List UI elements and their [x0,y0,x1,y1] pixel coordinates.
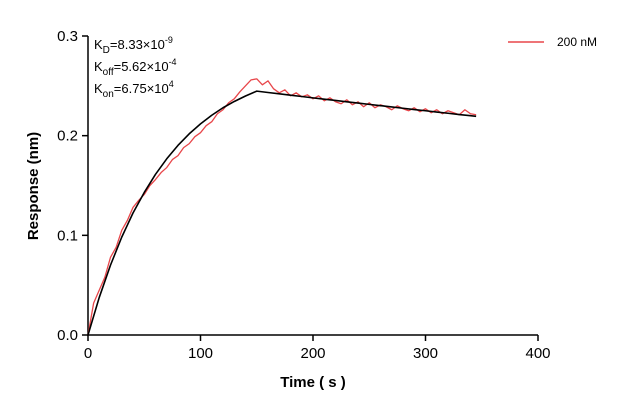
annotation: KD=8.33×10-9 [94,35,173,56]
x-tick-label: 400 [525,345,550,362]
annotation-text: =5.62×10 [114,59,169,74]
series-line [87,78,477,336]
annotation-symbol: K [94,37,103,52]
annotation-subscript: D [103,45,110,56]
y-tick-label: 0.0 [57,327,78,344]
series-line [87,90,477,336]
annotation-text: =6.75×10 [114,81,169,96]
y-axis-title: Response (nm) [25,132,42,240]
annotation-subscript: on [103,89,114,100]
annotation-symbol: K [94,59,103,74]
annotation: Kon=6.75×104 [94,79,174,100]
annotation-superscript: -9 [165,35,173,45]
legend-label: 200 nM [557,35,597,49]
y-tick-label: 0.2 [57,128,78,145]
annotation-superscript: -4 [169,57,177,67]
annotation-symbol: K [94,81,103,96]
annotation: Koff=5.62×10-4 [94,57,177,78]
x-tick-label: 100 [188,345,213,362]
y-tick-label: 0.3 [57,28,78,45]
x-tick-label: 300 [413,345,438,362]
annotation-subscript: off [103,67,114,78]
y-tick-label: 0.1 [57,227,78,244]
x-axis-title: Time ( s ) [280,374,346,391]
x-tick-label: 200 [300,345,325,362]
x-tick-label: 0 [84,345,92,362]
annotation-text: =8.33×10 [110,37,165,52]
annotation-superscript: 4 [169,79,174,89]
